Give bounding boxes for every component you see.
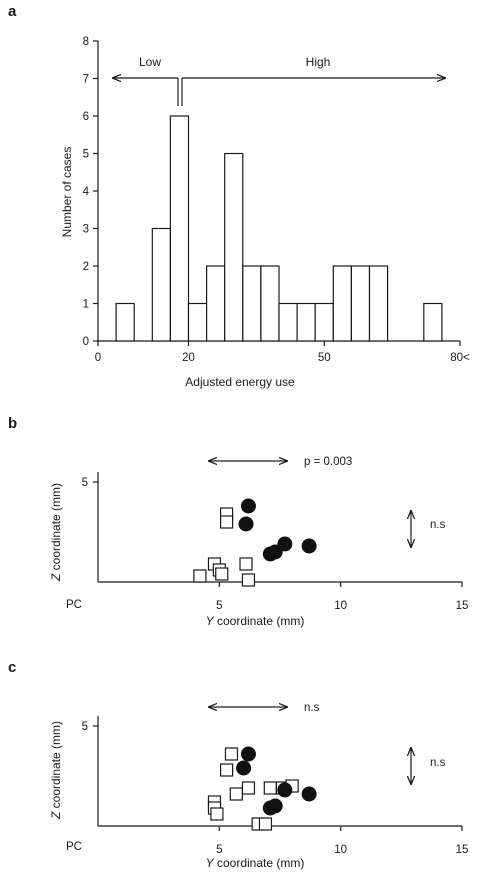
y-tick-label-a: 5: [83, 149, 89, 161]
y-axis-rest-b: coordinate (mm): [49, 483, 63, 574]
y-axis-var-b: Z: [49, 573, 63, 582]
x-axis-label-b: Y coordinate (mm): [206, 614, 305, 628]
points-b: [193, 498, 317, 587]
histogram-bar: [151, 227, 172, 342]
vertical-test-label-c: n.s: [430, 757, 446, 769]
x-axis-rest-c: coordinate (mm): [214, 856, 305, 870]
panel-label-a: a: [8, 3, 17, 20]
panel-b: b 5 5 10 15 PC Y coordinate (mm) Z coordina…: [8, 415, 468, 628]
filled-circle-point: [238, 516, 254, 532]
x-tick-label-c: 15: [456, 844, 469, 856]
open-square-point: [258, 817, 273, 831]
open-square-point: [220, 763, 234, 777]
origin-label-c: PC: [66, 841, 82, 853]
filled-circle-point: [301, 786, 317, 802]
axes-b: [97, 472, 462, 583]
histogram-bar: [278, 302, 298, 342]
histogram-bar: [242, 265, 262, 342]
points-c: [207, 746, 317, 831]
y-tick-label-a: 1: [83, 299, 89, 311]
ticks-a: 0 1 2 3 4 5 6 7 8 0 20 50 80<: [83, 36, 470, 364]
low-high-annotation: Low High: [113, 55, 445, 106]
open-square-point: [210, 807, 224, 821]
x-tick-label-b: 5: [216, 600, 222, 612]
x-tick-label-a: 50: [318, 352, 331, 364]
ticks-b: 5 5 10 15: [82, 477, 469, 612]
y-tick-label-b: 5: [82, 477, 88, 489]
open-square-point: [215, 567, 229, 581]
y-axis-rest-c: coordinate (mm): [49, 721, 63, 812]
histogram-bar: [350, 265, 371, 342]
histogram-bar: [296, 302, 316, 342]
histogram-bar: [206, 265, 226, 342]
open-square-point: [241, 781, 256, 795]
y-tick-label-a: 4: [83, 186, 90, 198]
x-tick-label-c: 10: [334, 844, 347, 856]
x-axis-rest-b: coordinate (mm): [214, 614, 305, 628]
x-tick-label-a: 0: [95, 352, 101, 364]
histogram-bar: [423, 302, 443, 342]
high-label: High: [306, 55, 331, 69]
horizontal-test-label-c: n.s: [304, 702, 320, 714]
origin-label-b: PC: [66, 599, 82, 611]
histogram-bar: [115, 302, 135, 342]
open-square-point: [224, 747, 239, 761]
filled-circle-point: [240, 746, 256, 762]
histogram-bar: [260, 265, 280, 342]
axes-c: [97, 716, 462, 827]
horizontal-test-label-b: p = 0.003: [304, 456, 352, 468]
open-square-point: [263, 781, 277, 795]
y-tick-label-a: 0: [83, 336, 89, 348]
x-tick-label-c: 5: [216, 844, 222, 856]
y-axis-label-a: Number of cases: [60, 147, 74, 238]
y-axis-label-c: Z coordinate (mm): [49, 721, 63, 820]
filled-circle-point: [277, 782, 293, 798]
vertical-test-label-b: n.s: [430, 519, 446, 531]
open-square-point: [220, 515, 234, 529]
panel-label-b: b: [8, 415, 17, 432]
low-label: Low: [139, 55, 161, 69]
y-tick-label-a: 3: [83, 224, 89, 236]
histogram-bar: [187, 302, 208, 342]
y-axis-var-c: Z: [49, 811, 63, 820]
panel-label-c: c: [8, 659, 16, 676]
open-square-point: [193, 569, 207, 583]
filled-circle-point: [267, 798, 283, 814]
x-tick-label-b: 15: [456, 600, 469, 612]
y-tick-label-c: 5: [82, 721, 88, 733]
histogram-bar: [368, 265, 389, 342]
histogram-bar: [169, 115, 190, 342]
y-tick-label-a: 7: [83, 74, 89, 86]
x-axis-label-a: Adjusted energy use: [185, 375, 295, 389]
x-axis-var-b: Y: [206, 614, 215, 628]
y-axis-label-b: Z coordinate (mm): [49, 483, 63, 582]
x-tick-label-b: 10: [334, 600, 347, 612]
open-square-point: [241, 573, 256, 587]
y-tick-label-a: 2: [83, 261, 89, 273]
x-tick-label-a: 80<: [450, 352, 470, 364]
filled-circle-point: [236, 760, 252, 776]
filled-circle-point: [240, 498, 256, 514]
x-axis-var-c: Y: [206, 856, 215, 870]
open-square-point: [229, 787, 243, 801]
filled-circle-point: [301, 538, 317, 554]
open-square-point: [239, 557, 253, 571]
bars-a: [115, 115, 443, 342]
filled-circle-point: [277, 536, 293, 552]
x-axis-label-c: Y coordinate (mm): [206, 856, 305, 870]
ticks-c: 5 5 10 15: [82, 721, 469, 856]
histogram-bar: [332, 265, 352, 342]
y-tick-label-a: 6: [83, 111, 89, 123]
x-tick-label-a: 20: [182, 352, 195, 364]
histogram-bar: [224, 152, 244, 342]
y-tick-label-a: 8: [83, 36, 89, 48]
panel-c: c 5 5 10 15 PC Y coordinate (mm) Z coordina…: [8, 659, 468, 870]
histogram-bar: [314, 302, 334, 342]
